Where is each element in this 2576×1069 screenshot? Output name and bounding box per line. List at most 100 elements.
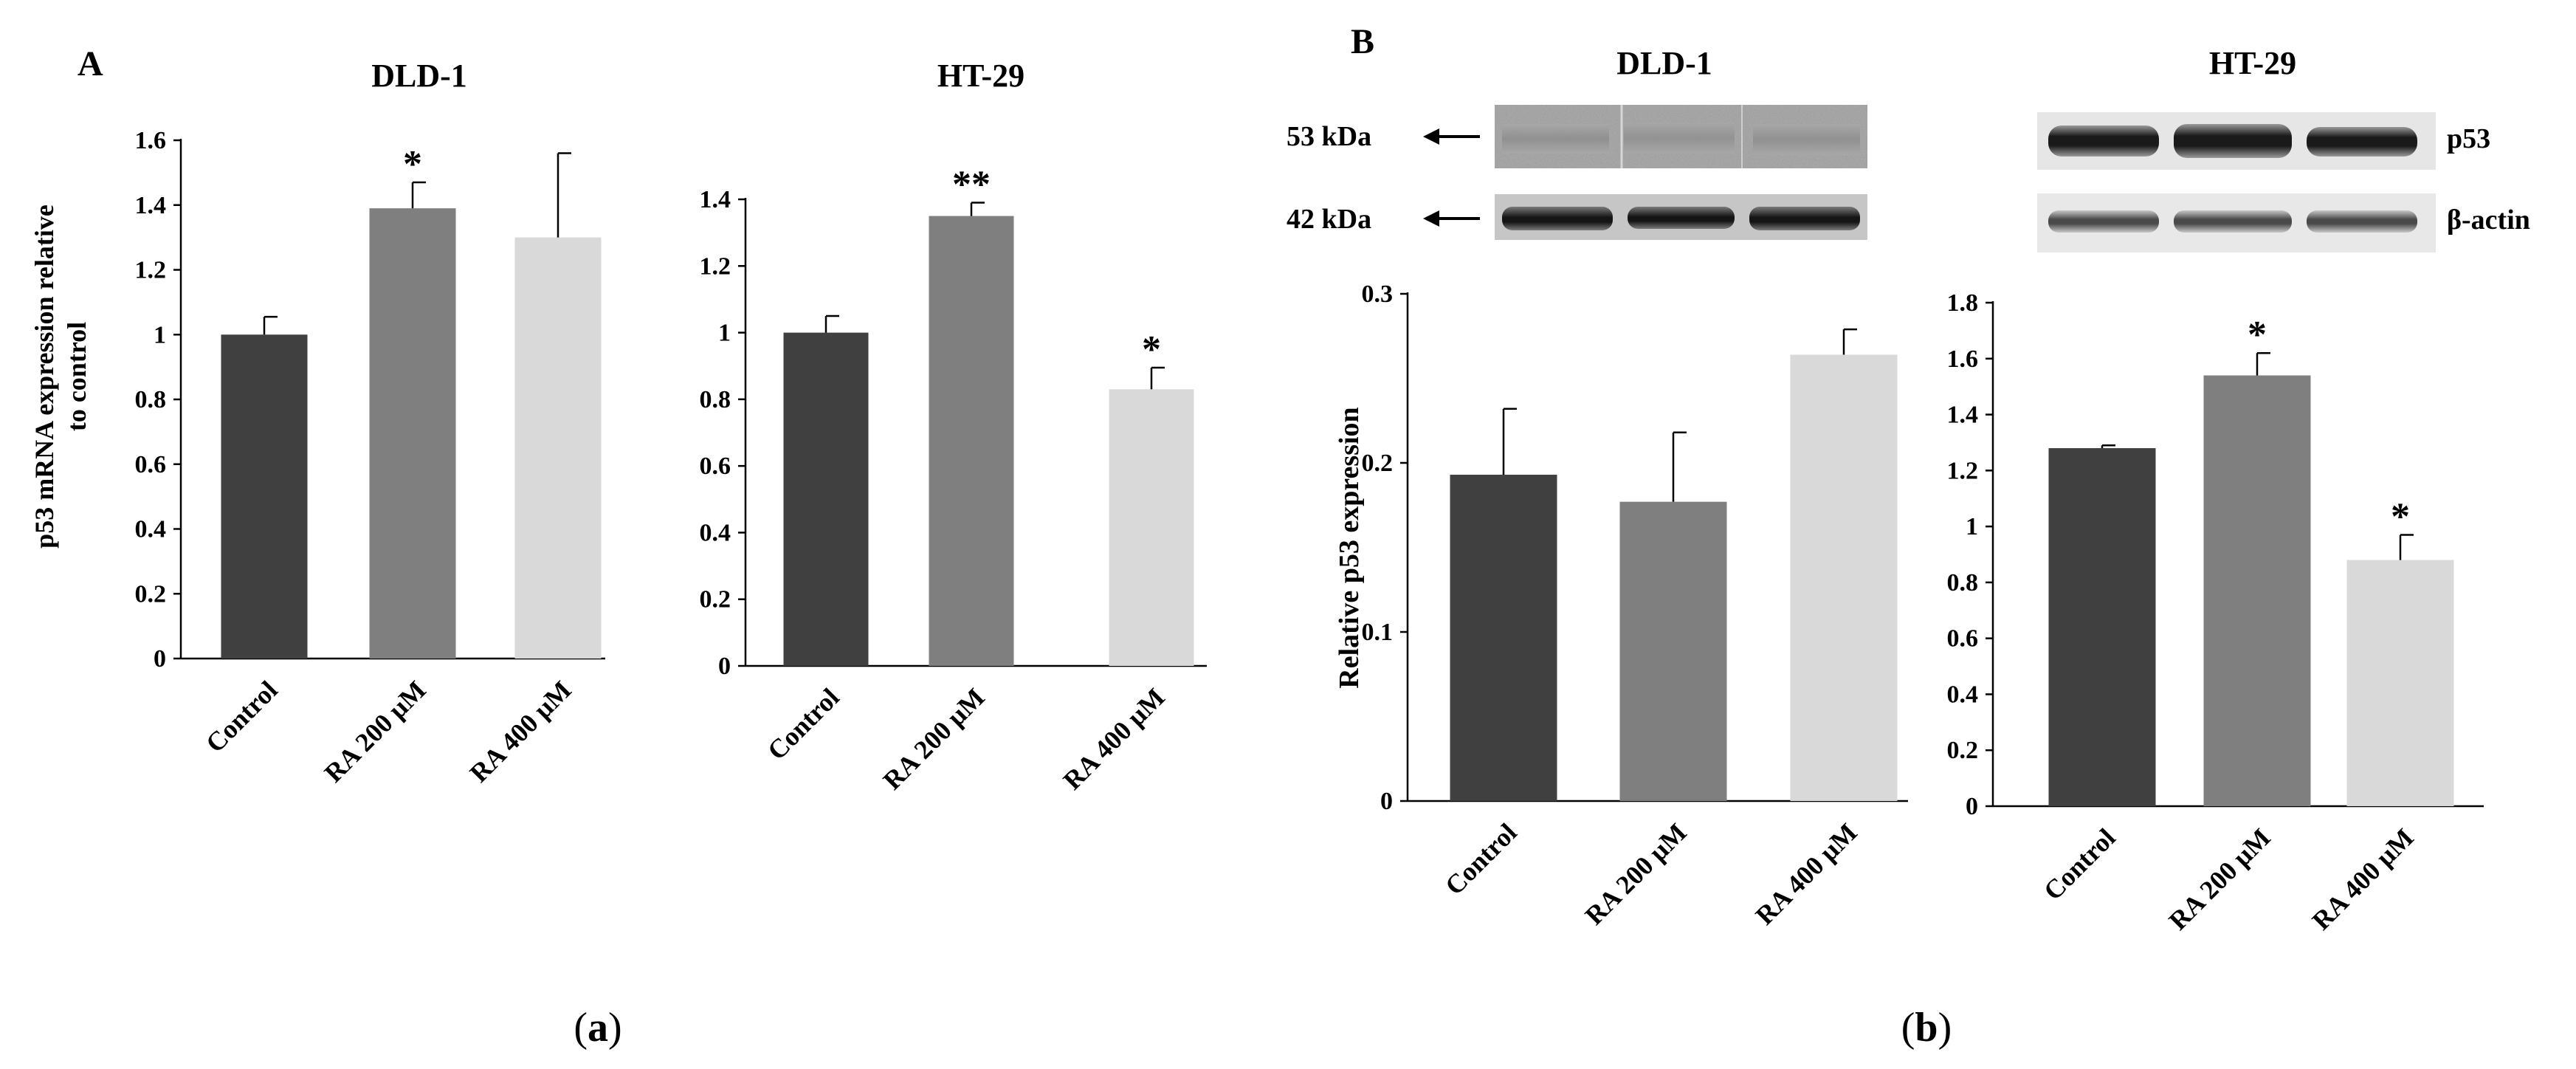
bar-ra400	[1109, 389, 1194, 666]
caption-b: (b)	[1901, 1005, 1952, 1051]
chart-title: HT-29	[937, 58, 1024, 94]
y-tick-label: 1.2	[135, 257, 167, 284]
x-tick-label: RA 400 μM	[2307, 822, 2420, 935]
y-tick-label: 1	[1966, 513, 1978, 540]
panel-letter-a: A	[78, 44, 103, 83]
svg-text:(b): (b)	[1901, 1005, 1952, 1051]
y-tick-label: 0.2	[1947, 737, 1979, 764]
blot-label-beta-actin: β-actin	[2447, 204, 2530, 236]
arrow-left-icon	[1423, 210, 1480, 227]
y-tick-label: 1.6	[1947, 346, 1979, 373]
y-tick-label: 1	[154, 321, 166, 348]
y-tick-label: 1.4	[700, 186, 731, 213]
caption-a: (a)	[574, 1005, 621, 1051]
y-tick-label: 0.8	[1947, 569, 1979, 597]
x-tick-label: Control	[1439, 817, 1523, 901]
y-tick-label: 0.4	[135, 516, 167, 543]
chart-b-dld1: DLD-1 Relative p53 expression 0 0.1 0.2 0.3 Co…	[1334, 45, 1908, 930]
arrow-left-icon	[1423, 128, 1480, 145]
y-tick-label: 0.2	[135, 580, 167, 608]
y-tick-label: 0.8	[700, 386, 731, 413]
panel-letter-b: B	[1351, 22, 1374, 61]
bar-control	[1450, 475, 1557, 801]
blot-marker-42kda: 42 kDa	[1287, 204, 1371, 235]
x-tick-label: RA 200 μM	[319, 675, 432, 788]
bar-ra200	[2203, 375, 2311, 806]
chart-title: DLD-1	[371, 58, 467, 94]
y-tick-label: 0.6	[700, 453, 731, 480]
bar-control	[221, 334, 308, 659]
y-tick-label: 0	[718, 653, 731, 680]
y-axis-label-line: p53 mRNA expression relative	[30, 204, 59, 549]
chart-a-ht29: HT-29 0 0.2 0.4 0.6 0.8 1 1.2 1.4 Control ** RA 200…	[700, 58, 1207, 795]
y-tick-label: 0.6	[1947, 625, 1979, 653]
blot-dld1-actin-band	[1628, 207, 1735, 229]
blot-ht29-p53-band	[2307, 127, 2417, 157]
y-axis-label: p53 mRNA expression relative to control	[30, 204, 92, 549]
bar-ra400	[1790, 354, 1898, 801]
significance-marker: **	[952, 164, 991, 206]
bar-ra400	[2346, 560, 2454, 806]
chart-a-dld1: DLD-1 p53 mRNA expression relative to cont…	[30, 58, 605, 788]
y-tick-label: 1.4	[135, 192, 167, 219]
bar-ra400	[514, 237, 602, 659]
blot-ht29-actin-band	[2048, 210, 2159, 233]
blot-ht29-p53-band	[2174, 124, 2292, 158]
y-tick-label: 1.6	[135, 127, 167, 154]
blot-dld1-actin-band	[1749, 207, 1860, 230]
x-tick-label: RA 200 μM	[878, 682, 991, 795]
blot-label-p53: p53	[2447, 123, 2490, 154]
y-tick-label: 0.2	[700, 586, 731, 613]
significance-marker: *	[1142, 329, 1161, 371]
svg-text:(a): (a)	[574, 1005, 621, 1051]
y-tick-label: 0.8	[135, 386, 167, 413]
y-tick-label: 0.4	[1947, 681, 1979, 708]
y-tick-label: 1.2	[700, 252, 731, 280]
bar-control	[783, 332, 869, 666]
blot-dld1-p53-band	[1753, 124, 1860, 155]
x-tick-label: Control	[2038, 822, 2121, 906]
blot-dld1-p53-band	[1502, 124, 1609, 154]
y-tick-label: 0	[1380, 788, 1393, 815]
significance-marker: *	[2248, 314, 2267, 356]
y-tick-label: 1.4	[1947, 402, 1979, 429]
western-blot-ht29	[2037, 112, 2436, 252]
y-tick-label: 0.2	[1362, 450, 1394, 477]
chart-title: HT-29	[2209, 45, 2296, 81]
bar-ra200	[369, 208, 456, 659]
y-tick-label: 0.1	[1362, 619, 1394, 646]
y-tick-label: 0	[154, 645, 166, 673]
x-tick-label: RA 400 μM	[1058, 682, 1171, 795]
y-tick-label: 0.3	[1362, 281, 1394, 308]
blot-ht29-actin-band	[2174, 210, 2292, 233]
chart-title: DLD-1	[1616, 45, 1712, 81]
bar-ra200	[1619, 501, 1727, 801]
caption-letter-b: b	[1915, 1005, 1938, 1051]
bar-ra200	[929, 216, 1014, 667]
y-tick-label: 0.6	[135, 451, 167, 478]
y-tick-label: 1.8	[1947, 289, 1979, 317]
western-blot-dld1	[1495, 105, 1867, 240]
y-tick-label: 0.4	[700, 519, 731, 546]
caption-letter-a: a	[588, 1005, 608, 1051]
x-tick-label: RA 400 μM	[464, 675, 577, 788]
bar-control	[2048, 448, 2156, 806]
y-tick-label: 1.2	[1947, 457, 1979, 484]
x-tick-label: RA 400 μM	[1750, 817, 1863, 930]
blot-marker-53kda: 53 kDa	[1287, 121, 1371, 152]
blot-dld1-p53-band	[1624, 123, 1735, 154]
x-tick-label: RA 200 μM	[2163, 822, 2276, 935]
y-axis-label: Relative p53 expression	[1334, 407, 1365, 688]
significance-marker: *	[2391, 495, 2410, 537]
chart-b-ht29: HT-29 0 0.2 0.4 0.6 0.8 1 1.2 1.4 1.6 1.8 Control * R…	[1947, 45, 2484, 935]
x-tick-label: RA 200 μM	[1580, 817, 1692, 930]
significance-marker: *	[403, 143, 422, 185]
y-axis-label-line: to control	[62, 322, 92, 431]
blot-ht29-actin-band	[2307, 210, 2417, 233]
x-tick-label: Control	[762, 682, 845, 766]
blot-dld1-actin-band	[1502, 207, 1613, 230]
y-tick-label: 0	[1966, 793, 1978, 820]
blot-ht29-p53-band	[2048, 126, 2159, 157]
y-tick-label: 1	[718, 320, 731, 347]
